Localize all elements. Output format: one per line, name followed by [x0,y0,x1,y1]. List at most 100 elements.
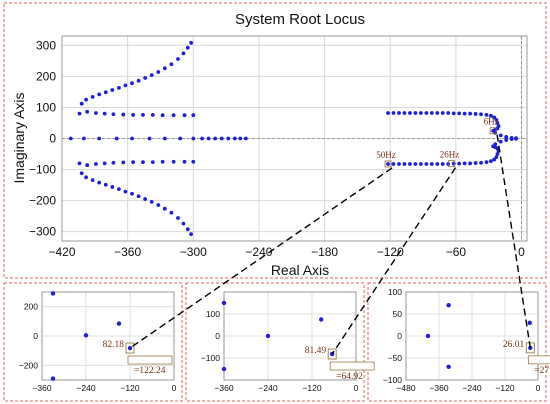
locus-point [429,111,434,115]
locus-point [77,161,82,166]
locus-point [97,136,102,141]
locus-point [130,136,134,141]
locus-point [136,194,141,199]
locus-point [77,111,82,116]
locus-point [243,136,248,141]
locus-point [150,112,155,117]
locus-point [181,221,186,226]
inset-highlight-box [525,342,535,354]
inset-y-tick-label: −200 [19,360,38,370]
locus-point [462,111,467,116]
main-y-tick-label: 300 [36,38,56,52]
inset-x-tick-label: −120 [120,383,139,393]
locus-point [136,78,141,83]
frequency-marker [448,160,455,168]
locus-point [397,111,401,115]
inset-x-tick-label: −360 [32,383,51,393]
inset-x-tick-label: −120 [302,383,321,393]
inset-point [127,345,133,351]
locus-point [492,157,497,162]
locus-point [116,187,121,192]
locus-point [424,162,429,166]
zoom-connectors [129,134,531,355]
locus-point [102,161,107,166]
locus-point [156,70,161,74]
inset-readout-real: =27.13 [534,366,550,376]
locus-point [94,111,98,115]
locus-point [451,161,456,166]
inset-point [116,321,122,326]
locus-point [440,162,445,166]
locus-point [457,161,462,166]
inset-y-tick-label: 100 [388,287,402,297]
locus-point [143,197,148,201]
locus-point [141,160,145,165]
locus-point [141,112,145,117]
locus-point [149,199,154,204]
locus-point [162,66,167,71]
locus-point [408,162,412,166]
locus-point [504,135,509,139]
main-x-tick-label: 0 [518,245,525,259]
inset-readout-imag: 81.49 [305,346,327,356]
inset-x-tick-label: 0 [172,383,177,393]
inset-point [83,333,89,338]
locus-point [424,111,429,115]
frequency-marker [489,127,497,135]
inset-x-tick-label: −480 [396,383,415,393]
frequency-label: 6Hz [484,117,499,127]
inset-highlight-box [125,342,135,354]
inset-point [50,291,56,296]
locus-point [121,160,126,165]
locus-point [451,111,456,116]
inset-readout-box [329,361,375,371]
locus-point [150,160,155,165]
locus-point [492,115,497,120]
inset-6hz: −480 −360 −240 −120 0 −100 −50 0 50 100 26.01 =27.1… [383,287,550,393]
inset-y-tick-label: 0 [33,331,38,341]
inset-readout-imag: 82.18 [103,340,125,350]
locus-point [102,111,107,116]
inset-x-tick-label: −240 [462,383,481,393]
locus-point [446,111,451,115]
locus-point [391,111,396,115]
inset-y-tick-label: −50 [388,353,403,363]
locus-point [473,161,478,165]
locus-point [110,88,115,92]
locus-point [200,136,204,141]
inset-x-tick-label: −240 [76,383,95,393]
locus-point [488,159,493,164]
locus-point [435,111,440,115]
locus-point [185,45,190,50]
inset-readout-box [127,355,173,365]
locus-point [413,111,418,115]
locus-point [206,136,211,141]
inset-x-tick-label: 0 [354,383,359,393]
main-frame [3,2,547,279]
locus-point [504,138,509,142]
locus-point [468,161,473,166]
locus-point [90,178,95,183]
locus-point [488,113,493,118]
inset-50hz: −360 −240 −120 0 −200 0 200 82.18 =122.24 [19,291,177,393]
inset-point [446,303,451,308]
locus-point [191,159,196,164]
locus-point [81,136,86,141]
locus-point [123,189,128,194]
locus-point [103,182,108,187]
main-x-tick-label: −300 [180,245,207,259]
main-frequency-labels: 50Hz 26Hz 6Hz [376,117,499,168]
inset-readout-box [527,355,550,365]
inset-point [318,317,324,322]
locus-point [130,81,134,86]
locus-point [402,111,407,115]
main-gridlines [61,36,527,241]
main-y-tick-label: 0 [49,132,56,146]
locus-point [386,162,390,166]
zoom-connector-line [496,134,531,348]
locus-point [176,57,180,61]
locus-point [386,111,390,115]
inset3-frame [367,282,547,402]
inset-point [446,364,451,369]
